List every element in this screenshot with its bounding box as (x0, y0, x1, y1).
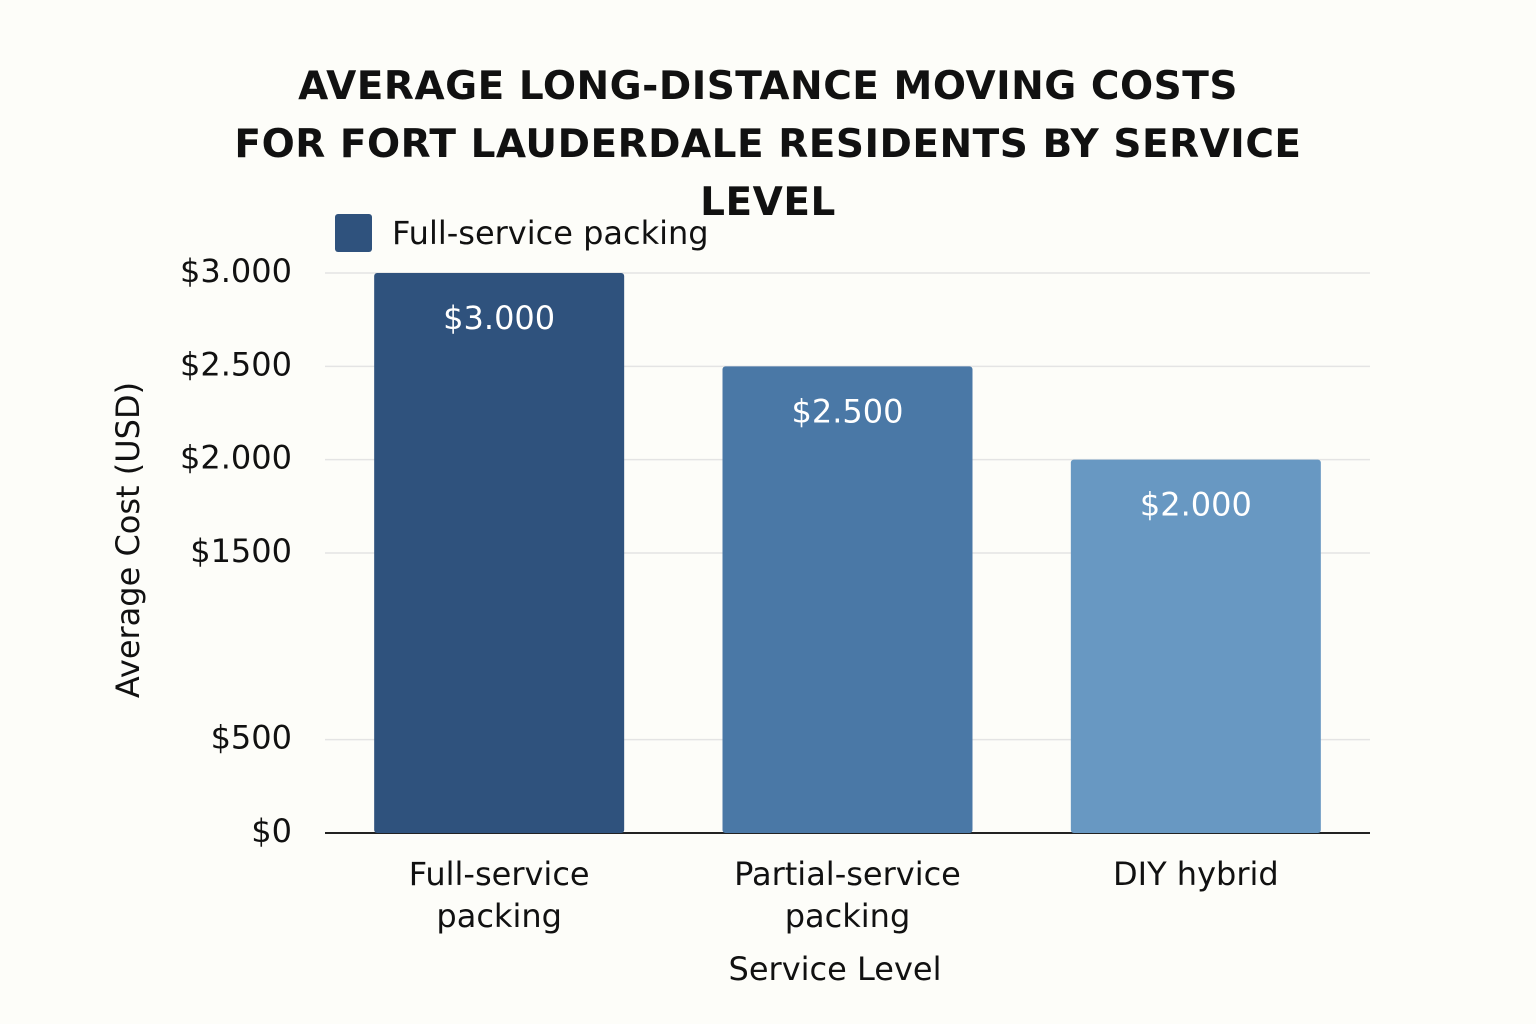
bar (374, 273, 625, 833)
legend-swatch (335, 214, 372, 252)
value-label: $2.000 (1140, 486, 1252, 524)
y-axis-title: Average Cost (USD) (109, 382, 147, 698)
y-tick-label: $0 (251, 812, 292, 850)
y-tick-label: $1500 (190, 532, 292, 570)
x-tick-label: Partial-service packing (734, 855, 961, 935)
y-tick-label: $500 (211, 719, 292, 757)
chart-title: AVERAGE LONG-DISTANCE MOVING COSTS FOR F… (234, 64, 1302, 225)
bar (722, 366, 973, 833)
value-label: $2.500 (792, 392, 904, 430)
y-tick-label: $2.000 (180, 439, 292, 477)
value-label: $3.000 (443, 299, 555, 337)
x-tick-label: DIY hybrid (1112, 855, 1279, 893)
bar (1070, 459, 1321, 833)
legend-label: Full-service packing (392, 214, 709, 252)
y-tick-label: $2.500 (180, 345, 292, 383)
x-axis-title: Service Level (728, 950, 942, 988)
y-tick-label: $3.000 (180, 252, 292, 290)
x-tick-label: Full-service packing (408, 855, 590, 935)
